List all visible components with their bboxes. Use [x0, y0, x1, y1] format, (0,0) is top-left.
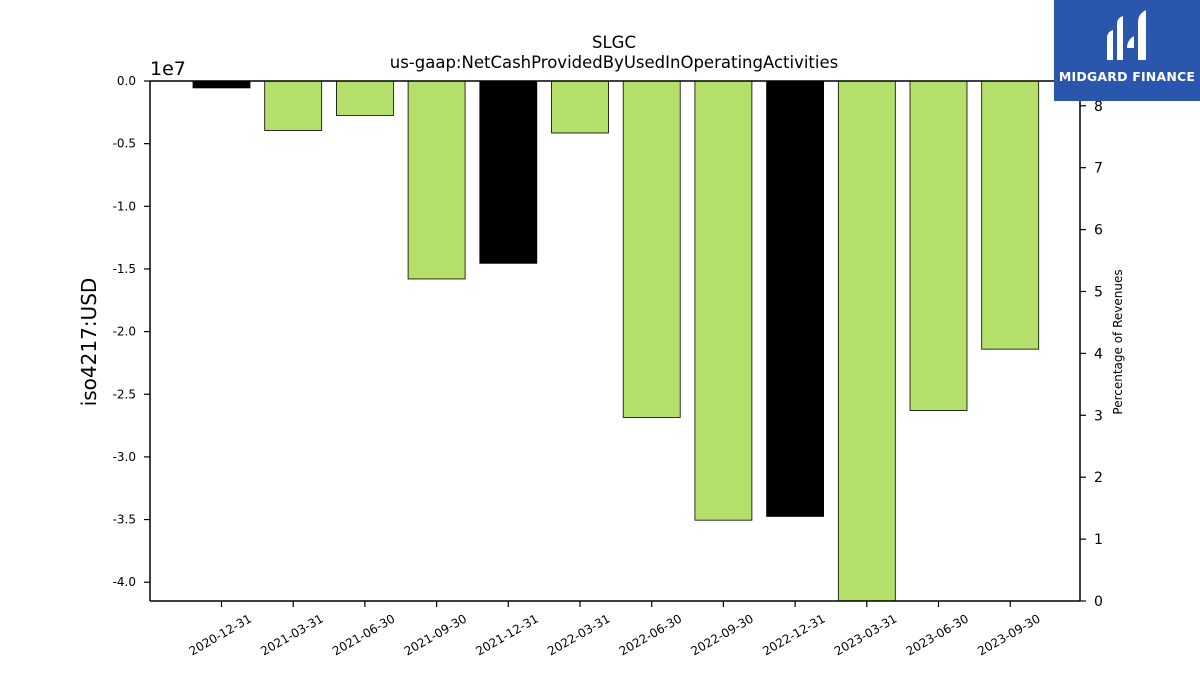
x-tick-label: 2022-12-31: [760, 611, 827, 658]
brand-logo: MIDGARD FINANCE: [1054, 0, 1200, 101]
y-tick-label: -0.5: [113, 137, 136, 151]
y2-tick-label: 1: [1094, 532, 1103, 548]
chart-subtitle: us-gaap:NetCashProvidedByUsedInOperating…: [390, 53, 838, 72]
bar-2022-06-30: [622, 80, 681, 418]
y2-axis-label: Percentage of Revenues: [1111, 269, 1125, 414]
bar-2021-03-31: [264, 80, 323, 131]
x-tick-label: 2021-03-31: [258, 611, 325, 658]
y-tick-label: 0.0: [117, 74, 136, 88]
y2-tick-label: 7: [1094, 161, 1103, 177]
y-axis-ticks: 0.0 -0.5 -1.0 -1.5 -2.0 -2.5 -3.0 -3.5 -4.0: [113, 74, 150, 589]
x-tick-label: 2021-06-30: [330, 611, 397, 658]
y2-tick-label: 6: [1094, 223, 1103, 239]
bar-2022-09-30: [694, 80, 753, 521]
y-tick-label: -2.5: [113, 387, 136, 401]
bar-2022-03-31: [551, 80, 609, 134]
bar-2022-12-31: [766, 80, 824, 517]
x-tick-label: 2022-03-31: [545, 611, 612, 658]
brand-name: MIDGARD FINANCE: [1058, 69, 1196, 84]
x-tick-label: 2020-12-31: [187, 611, 254, 658]
y2-tick-label: 0: [1094, 594, 1103, 610]
y-tick-label: -3.5: [113, 513, 136, 527]
bars-group: [192, 80, 1040, 602]
x-tick-label: 2023-09-30: [975, 611, 1042, 658]
midgard-logo-icon: [1107, 10, 1146, 60]
x-tick-label: 2021-12-31: [473, 611, 540, 658]
y2-tick-label: 4: [1094, 346, 1103, 362]
y-axis-label: iso4217:USD: [77, 278, 101, 407]
x-tick-label: 2023-03-31: [832, 611, 899, 658]
y2-tick-label: 5: [1094, 284, 1103, 300]
bar-2020-12-31: [192, 80, 251, 89]
bar-2023-03-31: [837, 80, 896, 602]
y-axis-offset-label: 1e7: [150, 58, 186, 80]
bar-2021-12-31: [479, 80, 538, 264]
y2-tick-label: 2: [1094, 470, 1103, 486]
y2-axis-ticks: 0 1 2 3 4 5 6 7 8: [1080, 99, 1103, 610]
y-tick-label: -3.0: [113, 450, 136, 464]
chart-title: SLGC: [592, 33, 636, 52]
bar-2021-09-30: [407, 80, 466, 280]
x-tick-label: 2023-06-30: [904, 611, 971, 658]
bar-2021-06-30: [335, 80, 394, 116]
y2-tick-label: 8: [1094, 99, 1103, 115]
y-tick-label: -1.5: [113, 262, 136, 276]
x-tick-label: 2022-09-30: [688, 611, 755, 658]
y-tick-label: -2.0: [113, 325, 136, 339]
y2-tick-label: 3: [1094, 408, 1103, 424]
y-tick-label: -4.0: [113, 575, 136, 589]
y-tick-label: -1.0: [113, 199, 136, 213]
bar-2023-06-30: [909, 80, 968, 411]
x-axis-ticks: 2020-12-31 2021-03-31 2021-06-30 2021-09-30…: [187, 601, 1043, 658]
bar-2023-09-30: [981, 80, 1040, 350]
x-tick-label: 2021-09-30: [402, 611, 469, 658]
x-tick-label: 2022-06-30: [617, 611, 684, 658]
